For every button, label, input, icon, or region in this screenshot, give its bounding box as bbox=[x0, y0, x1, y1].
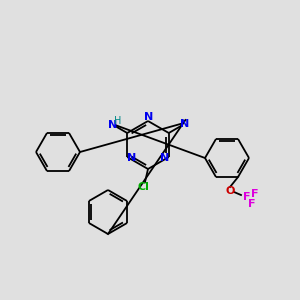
Text: N: N bbox=[108, 119, 117, 130]
Text: F: F bbox=[251, 189, 259, 199]
Text: N: N bbox=[127, 153, 136, 163]
Text: N: N bbox=[144, 112, 154, 122]
Text: N: N bbox=[180, 119, 189, 129]
Text: N: N bbox=[160, 153, 170, 163]
Text: O: O bbox=[225, 186, 235, 196]
Text: F: F bbox=[248, 199, 256, 209]
Text: F: F bbox=[243, 192, 251, 202]
Text: Cl: Cl bbox=[137, 182, 149, 192]
Text: H: H bbox=[114, 116, 121, 125]
